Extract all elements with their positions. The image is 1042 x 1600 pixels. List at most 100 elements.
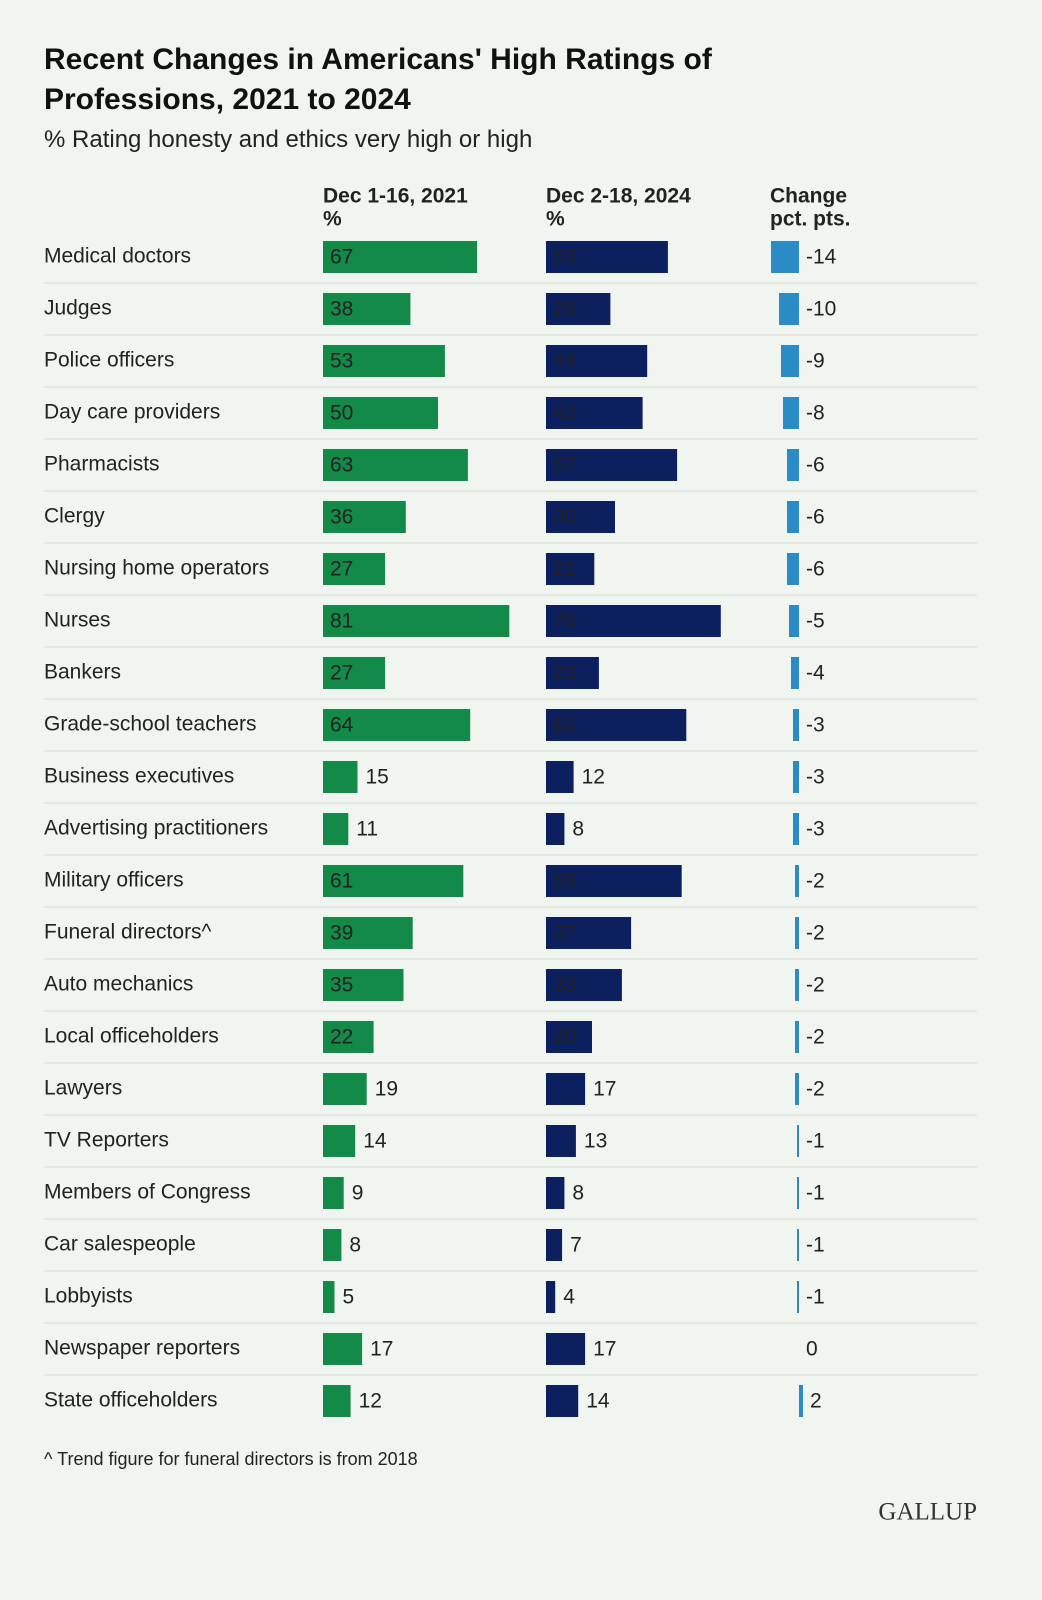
- change-label: -8: [806, 402, 825, 425]
- source-logo: GALLUP: [878, 1499, 977, 1526]
- category-label: Lobbyists: [44, 1285, 133, 1308]
- bar: [323, 657, 386, 689]
- value-label: 42: [553, 402, 576, 425]
- bar: [546, 761, 574, 793]
- value-label: 8: [349, 1234, 361, 1257]
- category-label: Clergy: [44, 505, 105, 528]
- change-label: -3: [806, 818, 825, 841]
- category-label: Nursing home operators: [44, 557, 269, 580]
- bar: [546, 1021, 592, 1053]
- bar: [323, 969, 404, 1001]
- bar: [546, 1229, 563, 1261]
- change-label: -6: [806, 454, 825, 477]
- category-label: Bankers: [44, 661, 121, 684]
- value-label: 19: [375, 1078, 398, 1101]
- footnote: ^ Trend figure for funeral directors is …: [44, 1449, 418, 1469]
- value-label: 13: [584, 1130, 607, 1153]
- value-label: 76: [553, 610, 576, 633]
- change-label: -2: [806, 922, 825, 945]
- bar: [546, 241, 668, 273]
- category-label: Advertising practitioners: [44, 817, 268, 840]
- change-label: -6: [806, 506, 825, 529]
- bar: [546, 553, 595, 585]
- value-label: 33: [553, 974, 576, 997]
- value-label: 61: [330, 870, 353, 893]
- change-bar: [795, 1073, 799, 1105]
- value-label: 8: [572, 818, 584, 841]
- change-bar: [783, 397, 799, 429]
- category-label: Business executives: [44, 765, 234, 788]
- change-bar: [787, 553, 799, 585]
- value-label: 14: [586, 1390, 610, 1413]
- change-label: -1: [806, 1234, 825, 1257]
- value-label: 28: [553, 298, 576, 321]
- value-label: 9: [352, 1182, 364, 1205]
- change-bar: [779, 293, 799, 325]
- chart-subtitle: % Rating honesty and ethics very high or…: [44, 126, 533, 153]
- chart-title: Recent Changes in Americans' High Rating…: [44, 43, 712, 116]
- value-label: 8: [572, 1182, 584, 1205]
- change-label: -14: [806, 246, 837, 269]
- change-label: -1: [806, 1182, 825, 1205]
- change-bar: [797, 1177, 799, 1209]
- bar: [546, 605, 721, 637]
- value-label: 23: [553, 662, 576, 685]
- change-bar: [787, 501, 799, 533]
- value-label: 27: [330, 662, 353, 685]
- value-label: 35: [330, 974, 353, 997]
- value-label: 5: [343, 1286, 355, 1309]
- category-label: Lawyers: [44, 1077, 122, 1100]
- bar: [546, 449, 678, 481]
- value-label: 22: [330, 1026, 353, 1049]
- category-label: Newspaper reporters: [44, 1337, 240, 1360]
- bar: [546, 501, 615, 533]
- category-label: Members of Congress: [44, 1181, 251, 1204]
- bar: [323, 1385, 351, 1417]
- bar: [546, 1125, 576, 1157]
- value-label: 12: [359, 1390, 382, 1413]
- value-label: 57: [553, 454, 576, 477]
- change-label: -2: [806, 1026, 825, 1049]
- change-bar: [793, 813, 799, 845]
- bar: [323, 709, 471, 741]
- change-bar: [791, 657, 799, 689]
- change-label: -1: [806, 1130, 825, 1153]
- value-label: 30: [553, 506, 576, 529]
- bar: [323, 1177, 344, 1209]
- value-label: 11: [356, 818, 378, 841]
- value-label: 15: [366, 766, 389, 789]
- change-label: -3: [806, 766, 825, 789]
- bar: [323, 1333, 363, 1365]
- bar: [323, 1125, 356, 1157]
- bar: [323, 501, 406, 533]
- change-bar: [797, 1125, 799, 1157]
- change-label: -4: [806, 662, 825, 685]
- bar: [546, 345, 648, 377]
- bar: [546, 969, 622, 1001]
- bar: [546, 657, 599, 689]
- column-header: Dec 2-18, 2024: [546, 185, 691, 208]
- change-label: -2: [806, 870, 825, 893]
- bar: [323, 449, 468, 481]
- value-label: 12: [582, 766, 605, 789]
- bar: [323, 865, 464, 897]
- bar: [323, 917, 413, 949]
- change-bar: [787, 449, 799, 481]
- bar: [323, 1073, 367, 1105]
- category-label: Funeral directors^: [44, 921, 212, 944]
- bar: [546, 1073, 586, 1105]
- category-label: Grade-school teachers: [44, 713, 256, 736]
- value-label: 63: [330, 454, 353, 477]
- bar: [323, 813, 349, 845]
- value-label: 61: [553, 714, 576, 737]
- value-label: 37: [553, 922, 576, 945]
- value-label: 59: [553, 870, 576, 893]
- change-bar: [795, 1021, 799, 1053]
- category-label: Auto mechanics: [44, 973, 193, 996]
- bar: [323, 1281, 335, 1313]
- change-label: -2: [806, 1078, 825, 1101]
- change-label: -9: [806, 350, 825, 373]
- bar: [546, 1385, 579, 1417]
